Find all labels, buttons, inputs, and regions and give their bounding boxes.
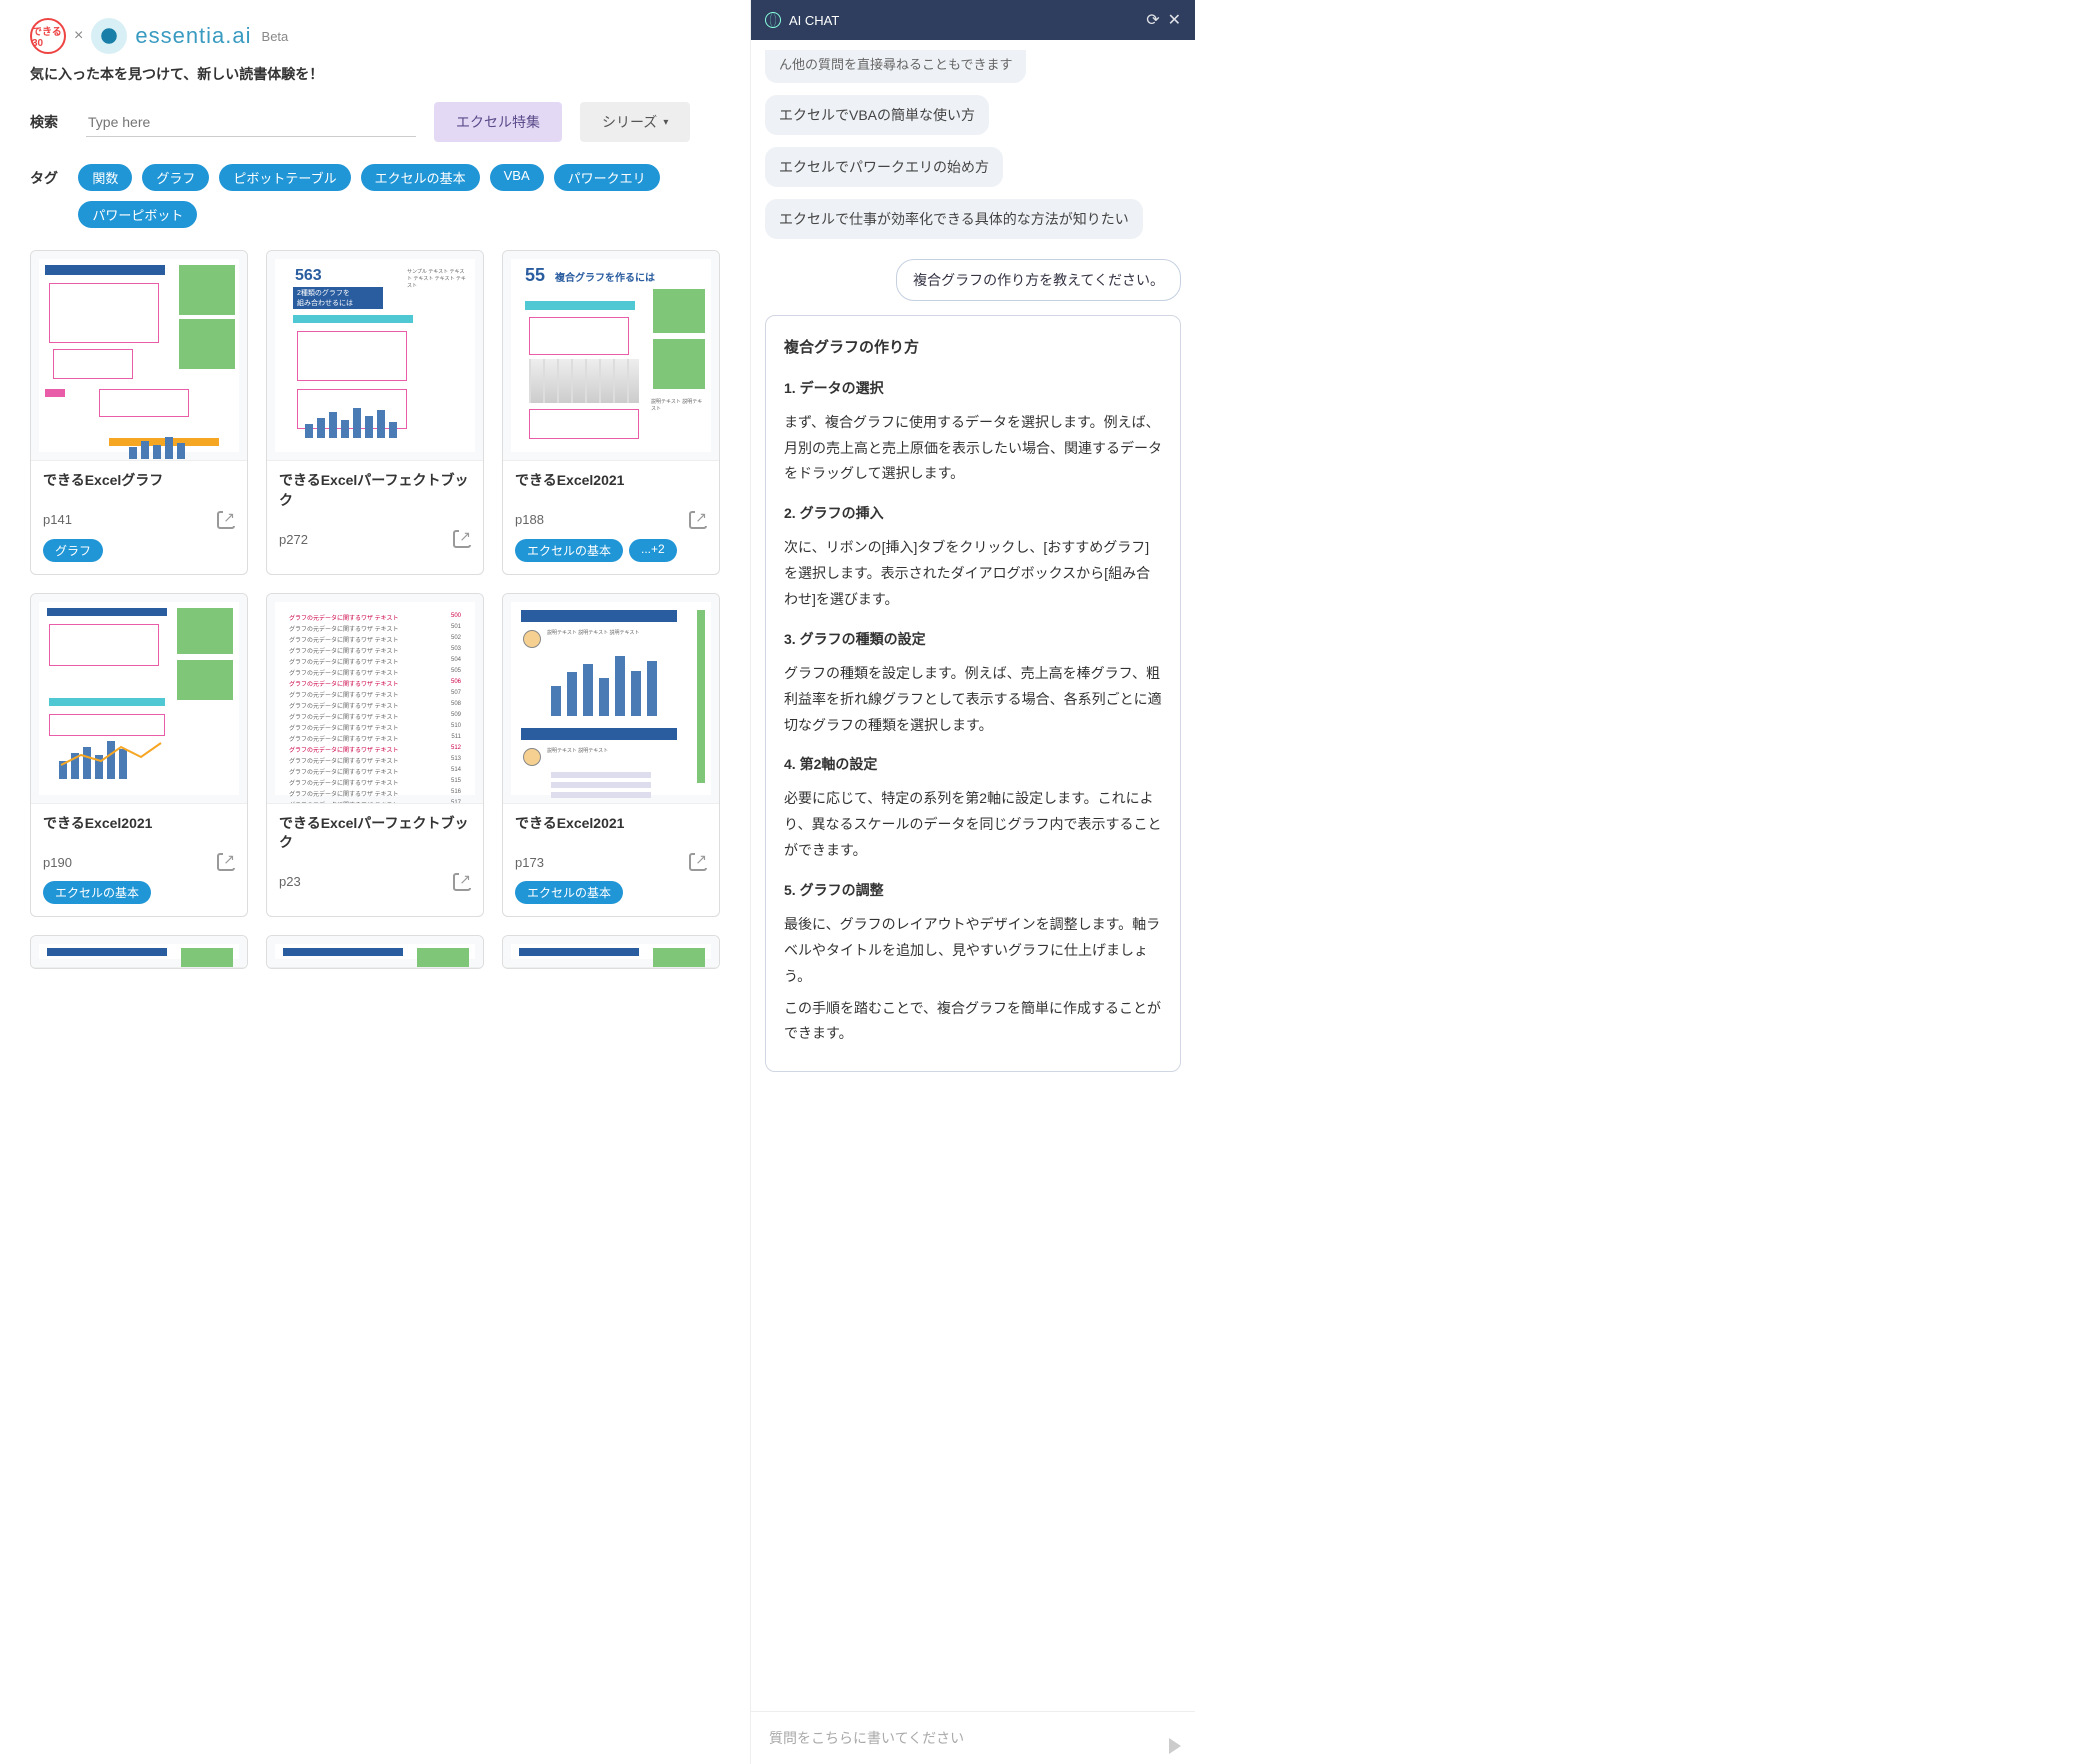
result-card[interactable]: [266, 935, 484, 969]
chevron-down-icon: ▾: [663, 117, 668, 128]
assistant-answer: 複合グラフの作り方 1. データの選択まず、複合グラフに使用するデータを選択しま…: [765, 315, 1181, 1072]
card-thumbnail: 563 2種類のグラフを 組み合わせるには サンプル テキスト テキスト テキス…: [267, 251, 483, 461]
series-label: シリーズ: [602, 112, 657, 132]
tag-関数[interactable]: 関数: [78, 164, 132, 191]
search-input[interactable]: [86, 108, 416, 137]
result-card[interactable]: [30, 935, 248, 969]
card-thumbnail: [31, 594, 247, 804]
result-card[interactable]: グラフの元データに関するワザ テキスト500グラフの元データに関するワザ テキス…: [266, 593, 484, 918]
chat-header: AI CHAT ⟳ ✕: [751, 0, 1195, 40]
card-chip[interactable]: ...+2: [629, 539, 677, 562]
result-card[interactable]: できるExcelグラフ p141 グラフ: [30, 250, 248, 575]
card-thumbnail: グラフの元データに関するワザ テキスト500グラフの元データに関するワザ テキス…: [267, 594, 483, 804]
card-chip[interactable]: エクセルの基本: [515, 539, 623, 562]
beta-label: Beta: [262, 29, 289, 44]
answer-step-body: 最後に、グラフのレイアウトやデザインを調整します。軸ラベルやタイトルを追加し、見…: [784, 912, 1162, 990]
brand-name: essentia.ai: [135, 23, 251, 49]
tag-パワークエリ[interactable]: パワークエリ: [554, 164, 660, 191]
result-card[interactable]: [502, 935, 720, 969]
user-message: 複合グラフの作り方を教えてください。: [896, 259, 1181, 301]
chat-intro-truncated: ん他の質問を直接尋ねることもできます: [765, 50, 1026, 83]
chat-panel: AI CHAT ⟳ ✕ ん他の質問を直接尋ねることもできます エクセルでVBAの…: [750, 0, 1195, 1764]
main-panel: できる30 × essentia.ai Beta 気に入った本を見つけて、新しい…: [0, 0, 750, 1764]
tag-VBA[interactable]: VBA: [490, 164, 544, 191]
answer-step-title: 2. グラフの挿入: [784, 501, 1162, 527]
partner-badge: できる30: [30, 18, 66, 54]
chat-body: ん他の質問を直接尋ねることもできます エクセルでVBAの簡単な使い方エクセルでパ…: [751, 40, 1195, 1711]
tag-ピボットテーブル[interactable]: ピボットテーブル: [219, 164, 350, 191]
card-page: p272: [279, 532, 308, 547]
result-card[interactable]: できるExcel2021 p190 エクセルの基本: [30, 593, 248, 918]
user-message-row: 複合グラフの作り方を教えてください。: [765, 259, 1181, 301]
refresh-icon[interactable]: ⟳: [1146, 10, 1159, 30]
send-icon[interactable]: [1169, 1738, 1181, 1754]
tag-グラフ[interactable]: グラフ: [142, 164, 209, 191]
card-thumbnail: [31, 251, 247, 461]
card-title: できるExcelパーフェクトブック: [279, 814, 471, 853]
series-dropdown[interactable]: シリーズ ▾: [580, 102, 690, 142]
card-grid: できるExcelグラフ p141 グラフ 563 2種類のグラフを 組み合わせる…: [30, 250, 720, 969]
external-link-icon[interactable]: [217, 853, 235, 871]
answer-step-body: 次に、リボンの[挿入]タブをクリックし、[おすすめグラフ]を選択します。表示され…: [784, 535, 1162, 613]
answer-step-title: 1. データの選択: [784, 376, 1162, 402]
answer-step-title: 5. グラフの調整: [784, 878, 1162, 904]
card-thumbnail: [31, 936, 247, 968]
chat-suggestion[interactable]: エクセルでパワークエリの始め方: [765, 147, 1003, 187]
answer-step-title: 3. グラフの種類の設定: [784, 627, 1162, 653]
essentia-logo-icon: [91, 18, 127, 54]
card-thumbnail: [503, 936, 719, 968]
card-thumbnail: 説明テキスト 説明テキスト 説明テキスト 説明テキスト 説明テキスト: [503, 594, 719, 804]
card-page: p23: [279, 874, 301, 889]
tag-list: 関数グラフピボットテーブルエクセルの基本 VBA パワークエリパワーピボット: [78, 164, 720, 228]
chat-suggestion[interactable]: エクセルでVBAの簡単な使い方: [765, 95, 989, 135]
close-icon[interactable]: ✕: [1168, 10, 1181, 30]
result-card[interactable]: 55 複合グラフを作るには 説明テキスト 説明テキスト できるExcel2021…: [502, 250, 720, 575]
logo-separator: ×: [74, 27, 83, 45]
card-page: p141: [43, 512, 72, 527]
answer-step-body: 必要に応じて、特定の系列を第2軸に設定します。これにより、異なるスケールのデータ…: [784, 786, 1162, 864]
external-link-icon[interactable]: [453, 530, 471, 548]
answer-closing: この手順を踏むことで、複合グラフを簡単に作成することができます。: [784, 996, 1162, 1048]
card-chip[interactable]: エクセルの基本: [515, 881, 623, 904]
card-title: できるExcel2021: [515, 814, 707, 834]
answer-step-title: 4. 第2軸の設定: [784, 752, 1162, 778]
card-title: できるExcelグラフ: [43, 471, 235, 491]
card-title: できるExcel2021: [43, 814, 235, 834]
tag-エクセルの基本[interactable]: エクセルの基本: [361, 164, 480, 191]
card-thumbnail: 55 複合グラフを作るには 説明テキスト 説明テキスト: [503, 251, 719, 461]
globe-icon: [765, 12, 781, 28]
tag-row: タグ 関数グラフピボットテーブルエクセルの基本 VBA パワークエリパワーピボット: [30, 164, 720, 228]
external-link-icon[interactable]: [689, 511, 707, 529]
card-chip[interactable]: エクセルの基本: [43, 881, 151, 904]
card-page: p173: [515, 855, 544, 870]
tagline: 気に入った本を見つけて、新しい読書体験を！: [30, 64, 720, 84]
external-link-icon[interactable]: [217, 511, 235, 529]
card-chip[interactable]: グラフ: [43, 539, 103, 562]
search-label: 検索: [30, 112, 68, 132]
answer-step-body: グラフの種類を設定します。例えば、売上高を棒グラフ、粗利益率を折れ線グラフとして…: [784, 661, 1162, 739]
excel-special-button[interactable]: エクセル特集: [434, 102, 562, 142]
chat-input-placeholder: 質問をこちらに書いてください: [769, 1730, 964, 1746]
card-title: できるExcel2021: [515, 471, 707, 491]
external-link-icon[interactable]: [689, 853, 707, 871]
answer-heading: 複合グラフの作り方: [784, 334, 1162, 362]
tag-label: タグ: [30, 164, 64, 188]
result-card[interactable]: 説明テキスト 説明テキスト 説明テキスト 説明テキスト 説明テキスト できるEx…: [502, 593, 720, 918]
answer-step-body: まず、複合グラフに使用するデータを選択します。例えば、月別の売上高と売上原価を表…: [784, 410, 1162, 488]
card-title: できるExcelパーフェクトブック: [279, 471, 471, 510]
search-row: 検索 エクセル特集 シリーズ ▾: [30, 102, 720, 142]
card-page: p188: [515, 512, 544, 527]
chat-title: AI CHAT: [789, 13, 839, 28]
chat-suggestion[interactable]: エクセルで仕事が効率化できる具体的な方法が知りたい: [765, 199, 1143, 239]
tag-パワーピボット[interactable]: パワーピボット: [78, 201, 197, 228]
chat-input[interactable]: 質問をこちらに書いてください: [751, 1711, 1195, 1764]
logo-row: できる30 × essentia.ai Beta: [30, 18, 720, 54]
result-card[interactable]: 563 2種類のグラフを 組み合わせるには サンプル テキスト テキスト テキス…: [266, 250, 484, 575]
external-link-icon[interactable]: [453, 873, 471, 891]
card-thumbnail: [267, 936, 483, 968]
card-page: p190: [43, 855, 72, 870]
